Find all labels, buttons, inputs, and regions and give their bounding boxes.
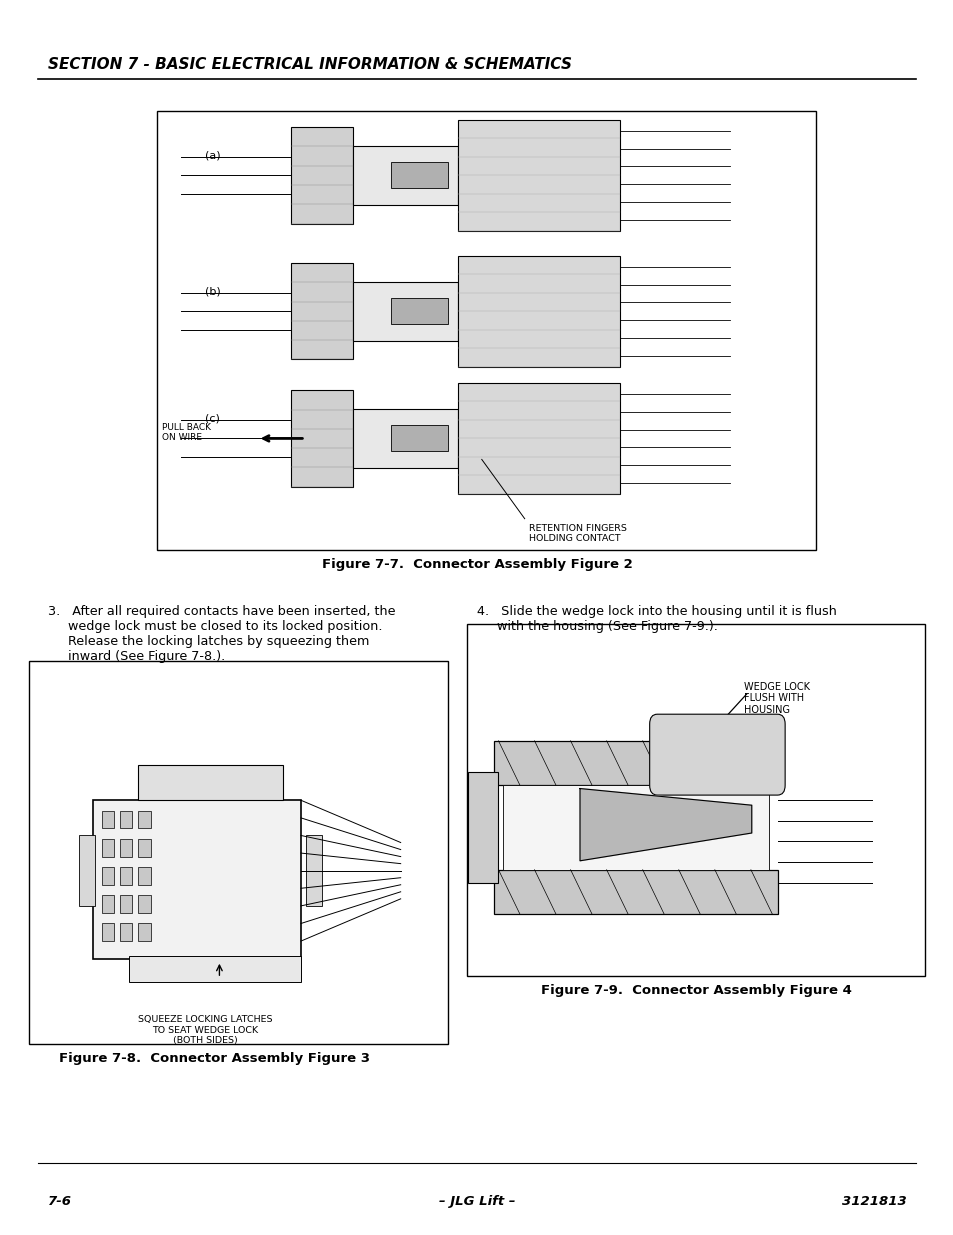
Text: PULL BACK
ON WIRE: PULL BACK ON WIRE <box>162 422 211 442</box>
Bar <box>494 741 777 785</box>
Text: (a): (a) <box>205 151 220 161</box>
Bar <box>157 111 815 550</box>
Text: RETENTION FINGERS
HOLDING CONTACT: RETENTION FINGERS HOLDING CONTACT <box>529 524 627 543</box>
Bar <box>120 895 132 913</box>
Bar <box>120 839 132 857</box>
Bar <box>353 146 457 205</box>
Bar <box>502 785 768 869</box>
Bar <box>138 839 151 857</box>
Text: 4.   Slide the wedge lock into the housing until it is flush
     with the housi: 4. Slide the wedge lock into the housing… <box>476 605 836 634</box>
Text: (c): (c) <box>205 414 220 424</box>
Bar <box>102 867 114 884</box>
Bar <box>467 624 924 976</box>
Text: SQUEEZE LOCKING LATCHES
TO SEAT WEDGE LOCK
(BOTH SIDES): SQUEEZE LOCKING LATCHES TO SEAT WEDGE LO… <box>138 1015 272 1045</box>
Bar <box>457 256 619 367</box>
Bar <box>291 390 353 487</box>
Bar <box>138 766 282 800</box>
Text: 3.   After all required contacts have been inserted, the
     wedge lock must be: 3. After all required contacts have been… <box>48 605 395 663</box>
Bar <box>353 409 457 468</box>
Bar <box>391 425 448 451</box>
Bar <box>92 800 301 958</box>
Bar <box>102 924 114 941</box>
Bar <box>494 869 777 914</box>
Bar <box>138 867 151 884</box>
Bar <box>102 895 114 913</box>
Text: Figure 7-7.  Connector Assembly Figure 2: Figure 7-7. Connector Assembly Figure 2 <box>321 558 632 572</box>
Bar <box>120 811 132 829</box>
Text: Figure 7-8.  Connector Assembly Figure 3: Figure 7-8. Connector Assembly Figure 3 <box>59 1052 370 1066</box>
Bar <box>353 282 457 341</box>
Bar <box>29 661 448 1044</box>
Bar <box>120 924 132 941</box>
Bar <box>129 956 301 982</box>
Text: – JLG Lift –: – JLG Lift – <box>438 1194 515 1208</box>
Bar <box>138 811 151 829</box>
Bar <box>457 383 619 494</box>
Polygon shape <box>579 788 751 861</box>
Bar <box>468 772 498 883</box>
Bar <box>457 120 619 231</box>
Bar <box>291 127 353 224</box>
Text: SECTION 7 - BASIC ELECTRICAL INFORMATION & SCHEMATICS: SECTION 7 - BASIC ELECTRICAL INFORMATION… <box>48 57 571 72</box>
FancyBboxPatch shape <box>649 714 784 795</box>
Text: (b): (b) <box>205 287 221 296</box>
Bar <box>291 263 353 359</box>
Bar <box>391 162 448 188</box>
Bar <box>391 298 448 325</box>
Bar <box>102 839 114 857</box>
Bar <box>138 895 151 913</box>
Bar <box>102 811 114 829</box>
Bar <box>79 836 95 906</box>
Text: 7-6: 7-6 <box>48 1194 71 1208</box>
Bar <box>305 836 321 906</box>
Text: 3121813: 3121813 <box>841 1194 905 1208</box>
Bar <box>138 924 151 941</box>
Bar <box>120 867 132 884</box>
Text: Figure 7-9.  Connector Assembly Figure 4: Figure 7-9. Connector Assembly Figure 4 <box>540 984 851 998</box>
Text: WEDGE LOCK
FLUSH WITH
HOUSING: WEDGE LOCK FLUSH WITH HOUSING <box>743 682 809 715</box>
